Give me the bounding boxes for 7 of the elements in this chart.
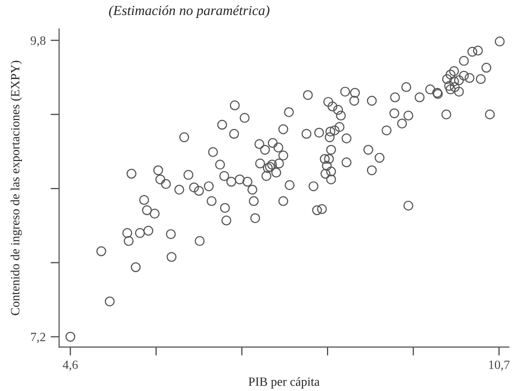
x-axis-title: PIB per cápita: [248, 377, 320, 388]
y-tick-label: 7,2: [31, 332, 46, 344]
chart-title: (Estimación no paramétrica): [109, 5, 270, 18]
x-tick-label: 10,7: [489, 360, 510, 371]
y-axis-title: Contenido de ingreso de las exportaciones (EXPY): [10, 60, 22, 316]
y-tick-label: 9,8: [30, 36, 46, 47]
x-tick-label: 4,6: [62, 360, 78, 371]
